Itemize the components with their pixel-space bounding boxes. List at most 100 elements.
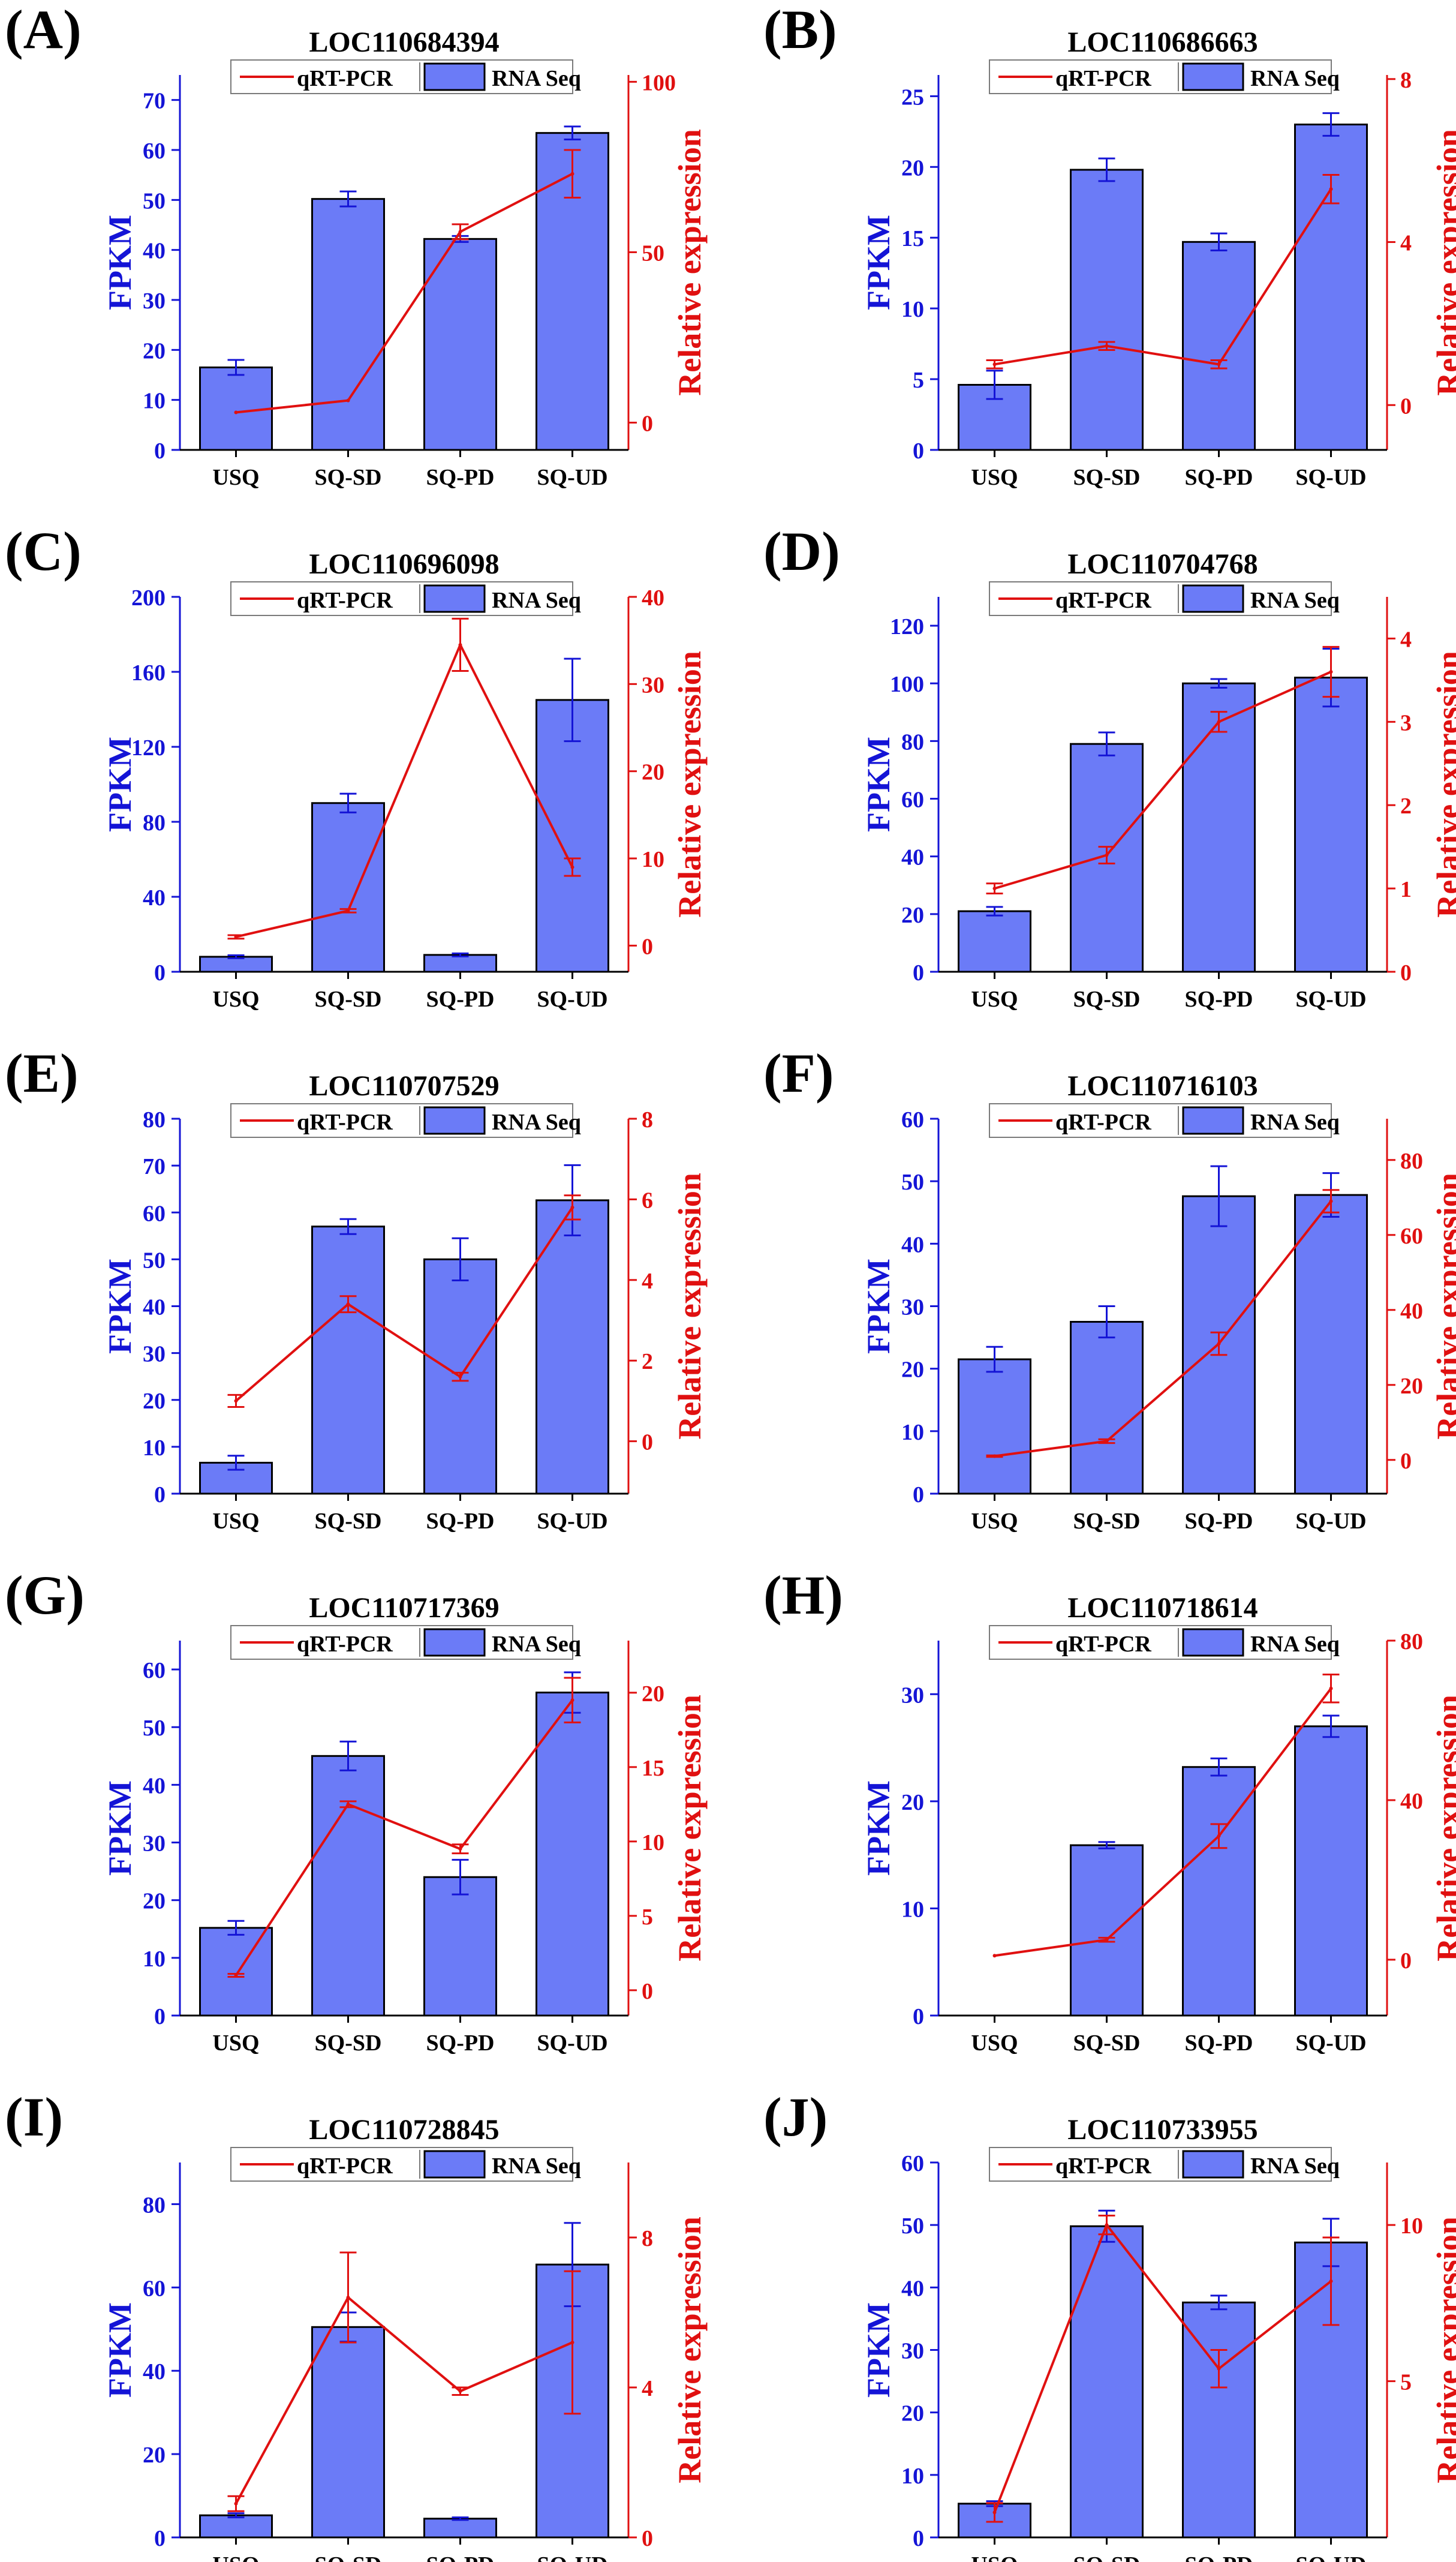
y-axis-title: FPKM [861, 1780, 897, 1876]
rna-seq-bar [958, 910, 1031, 973]
legend: qRT-PCR RNA Seq [989, 1625, 1340, 1660]
chart-title: LOC110718614 [1067, 1592, 1258, 1624]
legend-bar-label: RNA Seq [1250, 1632, 1340, 1657]
legend-bar-swatch [423, 62, 486, 91]
x-tick-label: SQ-SD [1073, 2031, 1141, 2056]
y2-axis-title: Relative expression [672, 1173, 708, 1439]
legend-bar-label: RNA Seq [1250, 588, 1340, 613]
left-tick-label: 50 [143, 1716, 166, 1741]
rna-seq-error-bar [1098, 731, 1115, 756]
legend-line-label: qRT-PCR [297, 2153, 393, 2179]
left-tick-label: 5 [913, 368, 924, 393]
legend-bar-label: RNA Seq [1250, 1110, 1340, 1135]
right-tick-label: 0 [1400, 1948, 1412, 1974]
legend-bar-swatch [1182, 62, 1244, 91]
right-tick-label: 4 [642, 2376, 653, 2401]
right-tick-label: 2 [642, 1349, 653, 1374]
right-tick-label: 40 [1400, 1789, 1423, 1814]
y2-axis-title: Relative expression [672, 129, 708, 395]
rna-seq-error-bar [227, 1455, 245, 1471]
x-tick-label: USQ [971, 987, 1018, 1012]
rna-seq-error-bar [227, 954, 245, 959]
left-tick-label: 20 [143, 1389, 166, 1414]
chart-title: LOC110707529 [309, 1070, 499, 1102]
qrt-pcr-error-bar [339, 1295, 357, 1314]
legend-line-label: qRT-PCR [297, 588, 393, 613]
qrt-pcr-line [994, 1200, 1332, 1458]
legend: qRT-PCR RNA Seq [230, 2147, 581, 2182]
right-tick-label: 0 [642, 1430, 653, 1455]
qrt-pcr-error-bar [1210, 359, 1228, 370]
panel-label: (A) [5, 0, 82, 60]
legend-line-label: qRT-PCR [297, 1110, 393, 1135]
rna-seq-bar [1070, 1321, 1144, 1495]
rna-seq-bar [536, 1199, 609, 1495]
y2-axis-title: Relative expression [1430, 651, 1456, 917]
rna-seq-bar [1182, 1766, 1256, 2017]
right-tick-label: 60 [1400, 1224, 1423, 1249]
qrt-pcr-error-bar [339, 1800, 357, 1809]
rna-seq-bar [958, 1358, 1031, 1495]
left-tick-label: 10 [901, 1420, 924, 1445]
left-tick-label: 0 [154, 2004, 166, 2029]
left-tick-label: 160 [131, 660, 166, 686]
left-tick-label: 20 [901, 155, 924, 181]
left-tick-label: 20 [901, 1790, 924, 1815]
legend: qRT-PCR RNA Seq [230, 1103, 581, 1138]
legend-bar-label: RNA Seq [492, 1632, 581, 1657]
legend-bar-label: RNA Seq [492, 2153, 581, 2179]
left-tick-label: 0 [913, 438, 924, 464]
left-tick-label: 20 [143, 2443, 166, 2468]
right-tick-label: 20 [1400, 1374, 1423, 1399]
qrt-pcr-error-bar [1210, 1331, 1228, 1356]
left-tick-label: 50 [901, 2213, 924, 2239]
panel-label: (I) [5, 2086, 63, 2147]
panel-label: (H) [763, 1564, 843, 1626]
left-tick-label: 80 [143, 810, 166, 836]
right-tick-label: 0 [642, 2526, 653, 2551]
x-tick-label: SQ-SD [315, 1509, 382, 1534]
right-tick-label: 80 [1400, 1149, 1423, 1174]
qrt-pcr-line [236, 642, 574, 938]
chart-panel: (I) LOC110728845 qRT-PCR RNA Seq 0 20 40 60 80 0 4… [5, 2086, 708, 2562]
y2-axis-title: Relative expression [1430, 2216, 1456, 2483]
qrt-pcr-error-bar [339, 908, 357, 914]
left-tick-label: 40 [901, 845, 924, 870]
panel-label: (E) [5, 1043, 79, 1104]
qrt-pcr-error-bar [564, 857, 581, 877]
left-tick-label: 10 [143, 389, 166, 414]
qrt-pcr-error-bar [986, 882, 1003, 894]
legend-bar-swatch [1182, 1628, 1244, 1657]
x-tick-label: SQ-PD [426, 2031, 495, 2056]
right-tick-label: 80 [1400, 1629, 1423, 1654]
rna-seq-error-bar [1098, 1305, 1115, 1339]
right-tick-label: 10 [642, 1830, 664, 1855]
left-tick-label: 60 [143, 139, 166, 164]
x-tick-label: SQ-PD [426, 1509, 495, 1534]
x-tick-label: USQ [212, 2552, 259, 2562]
rna-seq-bar [1070, 2225, 1144, 2539]
legend-bar-label: RNA Seq [1250, 66, 1340, 91]
panel-label: (J) [763, 2086, 828, 2147]
qrt-pcr-line [994, 671, 1332, 890]
rna-seq-error-bar [986, 370, 1003, 400]
right-tick-label: 5 [642, 1905, 653, 1930]
left-tick-label: 60 [143, 1201, 166, 1226]
panel-label: (B) [763, 0, 837, 60]
rna-seq-bar [311, 1755, 385, 2017]
left-tick-label: 10 [901, 297, 924, 322]
panel-label: (D) [763, 521, 840, 582]
left-tick-label: 10 [143, 1947, 166, 1972]
rna-seq-error-bar [1098, 157, 1115, 182]
x-tick-label: SQ-SD [1073, 1509, 1141, 1534]
legend-line-label: qRT-PCR [1055, 2153, 1151, 2179]
y2-axis-title: Relative expression [672, 1695, 708, 1961]
left-tick-label: 80 [143, 2192, 166, 2218]
x-tick-label: SQ-PD [1185, 2552, 1253, 2562]
rna-seq-bar [311, 2326, 385, 2539]
qrt-pcr-error-bar [564, 1677, 581, 1723]
y-axis-title: FPKM [861, 215, 897, 310]
